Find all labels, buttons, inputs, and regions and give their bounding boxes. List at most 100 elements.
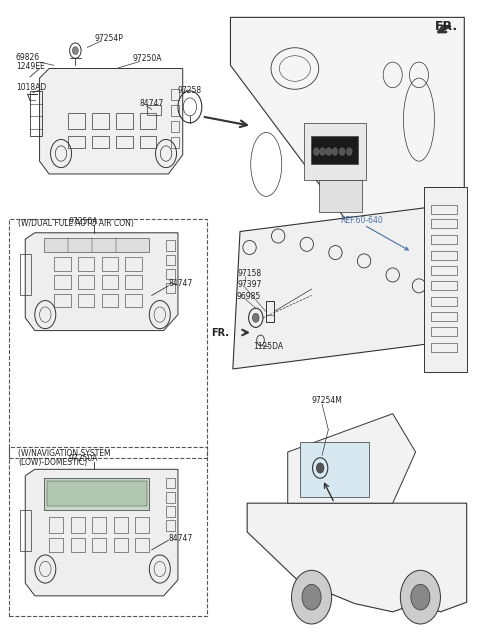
Text: 1018AD: 1018AD (16, 83, 46, 92)
Bar (44, 478, 149, 510)
Bar (68, 135, 85, 148)
Bar (311, 135, 359, 164)
Bar (166, 507, 175, 517)
Bar (431, 297, 457, 306)
Polygon shape (424, 187, 467, 372)
Bar (92, 539, 107, 552)
Bar (20, 510, 32, 551)
Text: FR.: FR. (435, 21, 458, 33)
Bar (171, 89, 180, 100)
Polygon shape (233, 203, 464, 369)
Text: 1249EE: 1249EE (16, 62, 45, 71)
Bar (30, 91, 42, 135)
Bar (166, 478, 175, 489)
Text: 97158: 97158 (238, 268, 262, 277)
Bar (431, 327, 457, 336)
Text: 84747: 84747 (168, 279, 192, 288)
Bar (166, 268, 175, 279)
Circle shape (302, 584, 321, 610)
Bar (102, 275, 118, 289)
Bar (431, 250, 457, 259)
Bar (171, 121, 180, 132)
Bar (166, 241, 175, 250)
Bar (71, 539, 85, 552)
Bar (78, 257, 95, 271)
Bar (125, 257, 142, 271)
Bar (71, 517, 85, 534)
Bar (54, 257, 71, 271)
Bar (116, 113, 132, 129)
Bar (304, 123, 366, 180)
Bar (166, 492, 175, 503)
Bar (114, 517, 128, 534)
Text: REF.60-640: REF.60-640 (340, 216, 383, 225)
Bar (125, 275, 142, 289)
Circle shape (313, 148, 319, 155)
Text: (LOW)-DOMESTIC): (LOW)-DOMESTIC) (18, 458, 87, 467)
Bar (44, 238, 149, 252)
Bar (49, 539, 63, 552)
Bar (171, 137, 180, 148)
Bar (147, 105, 161, 114)
Text: (W/NAVIGATION SYSTEM: (W/NAVIGATION SYSTEM (18, 449, 111, 458)
Polygon shape (288, 413, 416, 503)
Circle shape (291, 570, 332, 624)
Bar (140, 135, 156, 148)
Circle shape (411, 584, 430, 610)
Bar (114, 539, 128, 552)
Text: 97250A: 97250A (132, 55, 162, 64)
Bar (431, 220, 457, 229)
Bar (78, 294, 95, 307)
Circle shape (326, 148, 332, 155)
Polygon shape (25, 233, 178, 331)
Bar (166, 282, 175, 293)
Circle shape (339, 148, 345, 155)
Circle shape (332, 148, 338, 155)
Polygon shape (247, 503, 467, 612)
Bar (49, 517, 63, 534)
Polygon shape (39, 69, 183, 174)
Circle shape (252, 313, 259, 322)
Circle shape (316, 463, 324, 473)
Bar (135, 539, 149, 552)
Text: 97254M: 97254M (312, 396, 342, 405)
Polygon shape (230, 17, 464, 219)
Bar (300, 442, 369, 497)
Bar (431, 205, 457, 214)
Bar (431, 343, 457, 352)
Bar (92, 113, 109, 129)
Bar (431, 312, 457, 321)
Bar (102, 294, 118, 307)
Text: 69826: 69826 (16, 53, 40, 62)
Bar (171, 105, 180, 116)
Text: 84747: 84747 (140, 99, 164, 108)
Circle shape (72, 47, 78, 55)
Bar (319, 180, 362, 213)
Bar (431, 266, 457, 275)
Bar (140, 113, 156, 129)
Bar (68, 113, 85, 129)
Bar (116, 135, 132, 148)
Bar (54, 294, 71, 307)
Bar (431, 236, 457, 245)
Bar (166, 254, 175, 265)
Bar (92, 517, 107, 534)
Bar (135, 517, 149, 534)
Text: (W/DUAL FULL AUTO AIR CON): (W/DUAL FULL AUTO AIR CON) (18, 220, 134, 229)
Text: 96985: 96985 (236, 291, 261, 300)
Bar (431, 281, 457, 290)
Text: 1125DA: 1125DA (253, 342, 284, 351)
Bar (54, 275, 71, 289)
Bar (125, 294, 142, 307)
Text: 97250A: 97250A (68, 454, 98, 463)
Bar (47, 481, 147, 507)
Text: 97397: 97397 (238, 280, 262, 289)
Circle shape (320, 148, 325, 155)
Polygon shape (25, 469, 178, 596)
Bar (102, 257, 118, 271)
Circle shape (400, 570, 441, 624)
Bar (78, 275, 95, 289)
Bar (266, 300, 275, 322)
Text: 84747: 84747 (168, 534, 192, 543)
Bar (92, 135, 109, 148)
